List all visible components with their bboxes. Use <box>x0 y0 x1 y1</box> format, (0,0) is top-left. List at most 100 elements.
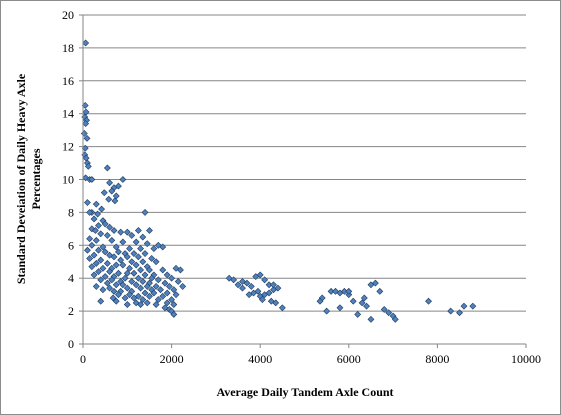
data-point <box>123 301 131 308</box>
y-tick-label: 8 <box>68 205 74 219</box>
data-point <box>152 258 160 266</box>
data-point <box>112 261 120 269</box>
data-point <box>148 274 156 282</box>
data-point <box>97 276 105 284</box>
data-point <box>97 256 105 264</box>
data-point <box>115 182 122 190</box>
data-point <box>316 297 324 305</box>
data-point <box>132 261 140 269</box>
y-tick-label: 4 <box>68 271 74 285</box>
data-point <box>239 284 246 292</box>
data-point <box>137 266 145 274</box>
data-point <box>119 238 127 246</box>
data-point <box>327 287 335 295</box>
data-point <box>139 278 147 285</box>
data-point <box>106 179 114 187</box>
data-point <box>265 289 273 297</box>
data-point <box>363 302 370 310</box>
data-point <box>245 291 253 299</box>
data-point <box>170 286 178 294</box>
x-tick-label: 10000 <box>511 352 541 366</box>
x-tick-label: 8000 <box>425 352 449 366</box>
data-point <box>109 294 117 302</box>
data-point <box>349 297 357 305</box>
data-point <box>360 294 368 302</box>
data-point <box>385 309 393 317</box>
data-point <box>115 269 122 277</box>
data-point <box>139 258 147 266</box>
y-tick-label: 10 <box>62 173 74 187</box>
data-point <box>137 301 145 308</box>
data-point <box>340 287 348 295</box>
data-point <box>163 271 171 279</box>
data-point <box>83 134 91 142</box>
data-point <box>159 266 167 274</box>
data-point <box>134 274 142 282</box>
data-point <box>90 215 98 223</box>
data-point <box>128 258 136 266</box>
data-point <box>97 230 105 238</box>
y-axis-title-line2: Percentages <box>29 148 43 209</box>
data-point <box>86 235 94 243</box>
data-point <box>230 276 238 284</box>
data-point <box>88 241 96 249</box>
y-tick-labels: 0 2 4 6 8 10 12 14 16 18 20 <box>62 8 74 351</box>
data-point <box>121 274 129 282</box>
data-point <box>456 309 463 317</box>
data-point <box>111 197 119 205</box>
data-point <box>139 233 147 241</box>
data-point <box>159 292 167 300</box>
data-point <box>177 266 184 274</box>
data-point <box>115 248 122 256</box>
data-point <box>103 259 111 267</box>
data-point <box>123 284 131 292</box>
gridlines <box>79 14 527 348</box>
data-point <box>143 240 151 248</box>
data-point <box>123 253 131 261</box>
data-point <box>170 310 178 318</box>
data-point <box>84 162 92 170</box>
data-point <box>97 297 105 305</box>
data-point <box>84 246 91 254</box>
data-point <box>115 291 122 299</box>
data-point <box>119 281 127 289</box>
data-point <box>161 279 169 287</box>
data-point <box>117 256 125 264</box>
data-point <box>425 297 432 305</box>
data-point <box>130 294 138 302</box>
data-point <box>137 284 145 292</box>
data-point <box>99 243 107 251</box>
data-point <box>108 187 116 195</box>
data-point <box>100 189 108 197</box>
data-point <box>101 248 109 256</box>
data-point <box>82 120 90 127</box>
data-point <box>141 208 149 216</box>
data-point <box>137 245 145 253</box>
data-point <box>130 269 138 277</box>
data-point <box>132 281 140 289</box>
data-point <box>243 279 251 287</box>
data-point <box>95 268 102 276</box>
data-point <box>112 192 120 200</box>
data-point <box>106 251 114 259</box>
data-point <box>168 274 176 282</box>
data-point <box>323 307 331 315</box>
data-point <box>141 271 149 279</box>
data-point <box>128 232 136 239</box>
data-point <box>86 255 94 262</box>
y-tick-label: 20 <box>62 8 74 22</box>
data-point <box>258 296 266 304</box>
data-point <box>106 268 114 276</box>
data-point <box>139 296 147 304</box>
data-point <box>165 283 173 290</box>
data-point <box>92 236 100 244</box>
data-point <box>119 261 127 269</box>
data-point <box>98 205 106 213</box>
data-point <box>103 279 111 287</box>
data-point <box>84 199 91 206</box>
data-point <box>90 271 98 279</box>
data-point <box>172 291 180 299</box>
data-point <box>141 250 149 257</box>
data-point <box>460 302 468 310</box>
